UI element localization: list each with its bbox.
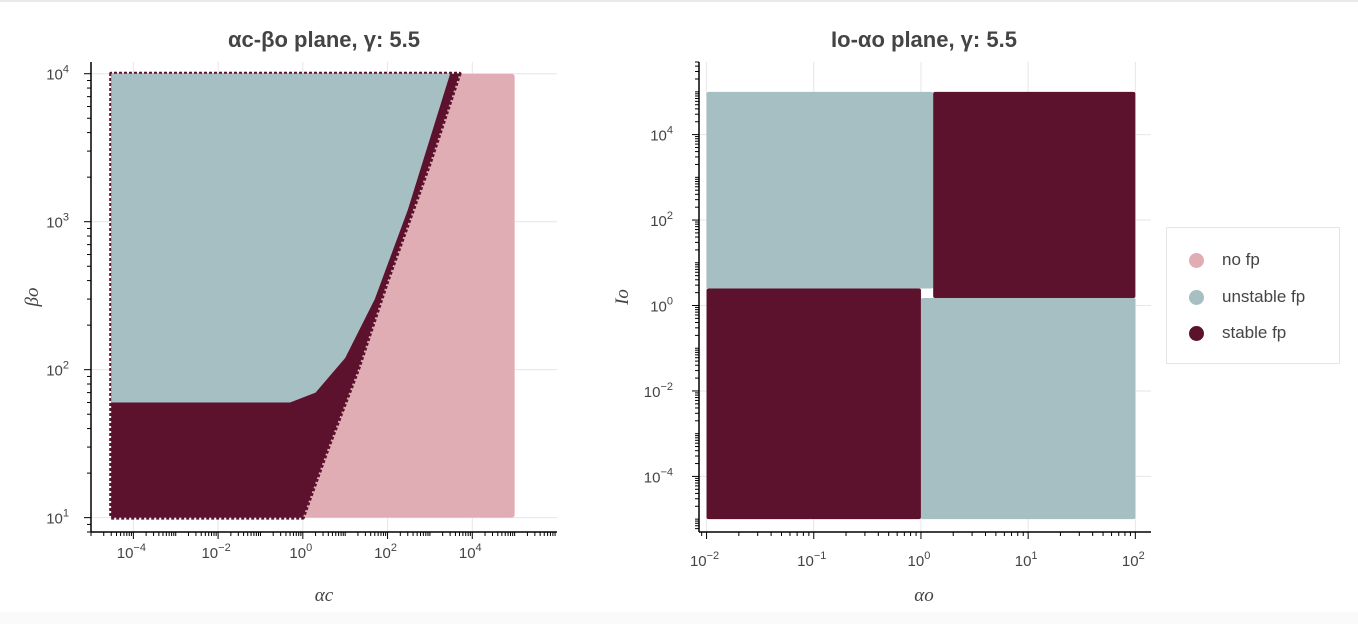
chart-2-ylabel: Io bbox=[612, 289, 633, 306]
region-unstable-fp bbox=[111, 73, 451, 403]
legend-swatch bbox=[1189, 325, 1204, 341]
region-stable-fp bbox=[706, 288, 921, 520]
region-unstable-fp bbox=[706, 91, 934, 289]
y-tick-label: 103 bbox=[46, 212, 69, 232]
y-tick-label: 104 bbox=[650, 125, 673, 145]
legend-swatch bbox=[1189, 252, 1204, 268]
x-tick-label: 100 bbox=[289, 542, 312, 562]
x-tick-label: 101 bbox=[1015, 550, 1038, 570]
x-tick-label: 10−2 bbox=[201, 542, 230, 562]
regions-1 bbox=[109, 71, 515, 520]
region-stable-fp bbox=[933, 91, 1136, 298]
legend-item-unstable-fp[interactable]: unstable fp bbox=[1189, 285, 1305, 309]
x-tick-label: 10−2 bbox=[690, 550, 719, 570]
chart-ac-bo-plane: 10−4 10−2 100 102 104 101 102 103 104 αc-βo plan… bbox=[22, 27, 557, 606]
y-tick-label: 101 bbox=[46, 508, 69, 528]
y-tick-label: 102 bbox=[46, 360, 69, 380]
x-tick-label: 102 bbox=[1122, 550, 1145, 570]
x-tick-label: 104 bbox=[459, 542, 482, 562]
regions-2 bbox=[706, 91, 1136, 520]
x-tick-label: 10−4 bbox=[117, 542, 146, 562]
chart-io-ao-plane: 10−2 10−1 100 101 102 10−4 10−2 100 102 104 Io-αo… bbox=[612, 27, 1151, 606]
y-tick-label: 100 bbox=[650, 296, 673, 316]
y-tick-label: 104 bbox=[46, 64, 69, 84]
x-tick-label: 102 bbox=[374, 542, 397, 562]
legend-label: no fp bbox=[1222, 250, 1260, 269]
legend-item-no-fp[interactable]: no fp bbox=[1189, 248, 1260, 272]
bottom-border bbox=[0, 612, 1358, 624]
x-tick-label: 100 bbox=[908, 550, 931, 570]
y-tick-label: 10−4 bbox=[644, 466, 673, 486]
y-tick-label: 10−2 bbox=[644, 381, 673, 401]
chart-2-title: Io-αo plane, γ: 5.5 bbox=[831, 27, 1017, 52]
chart-1-title: αc-βo plane, γ: 5.5 bbox=[228, 27, 420, 52]
legend-label: stable fp bbox=[1222, 323, 1287, 342]
chart-1-xlabel: αc bbox=[315, 585, 334, 606]
axes-1: 10−4 10−2 100 102 104 101 102 103 104 bbox=[46, 62, 557, 562]
legend-item-stable-fp[interactable]: stable fp bbox=[1189, 321, 1286, 345]
top-border bbox=[0, 0, 1358, 2]
chart-2-xlabel: αo bbox=[914, 585, 933, 606]
region-unstable-fp bbox=[920, 297, 1136, 520]
x-tick-label: 10−1 bbox=[797, 550, 826, 570]
legend-swatch bbox=[1189, 289, 1204, 305]
chart-1-ylabel: βo bbox=[22, 288, 43, 308]
legend-label: unstable fp bbox=[1222, 287, 1306, 306]
legend: no fp unstable fp stable fp bbox=[1166, 227, 1340, 364]
y-tick-label: 102 bbox=[650, 210, 673, 230]
